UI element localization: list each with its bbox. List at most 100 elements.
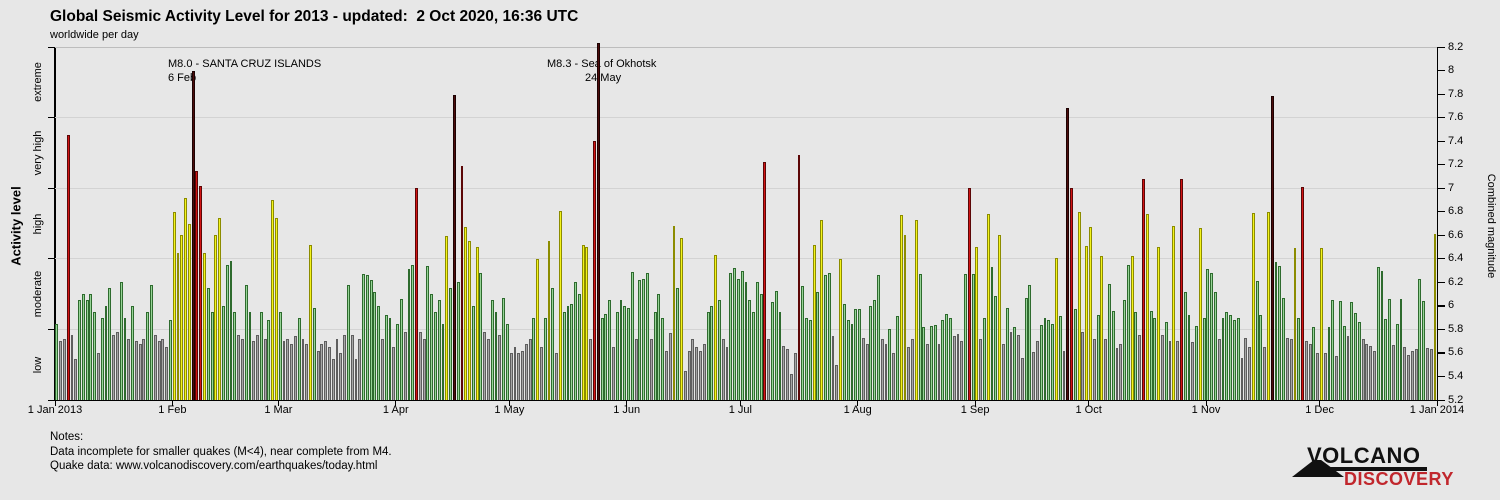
day-bar	[399, 298, 403, 400]
day-bar	[131, 305, 134, 400]
day-bar	[263, 338, 267, 400]
day-bar	[1028, 284, 1032, 400]
day-bar	[1251, 212, 1255, 400]
day-bar	[748, 299, 752, 400]
right-axis-tick-label: 7.4	[1448, 134, 1464, 147]
day-bar	[1104, 338, 1108, 400]
day-bar	[331, 358, 335, 400]
day-bar	[577, 294, 581, 400]
day-bar	[1138, 335, 1142, 400]
day-bar	[1032, 351, 1036, 400]
right-axis-tick	[1438, 375, 1445, 378]
right-axis-tick-label: 7	[1448, 181, 1455, 194]
day-bar	[619, 299, 623, 400]
day-bar	[733, 268, 737, 400]
day-bar	[911, 338, 914, 400]
day-bar	[793, 352, 797, 400]
day-bar	[865, 343, 869, 400]
day-bar	[267, 319, 271, 400]
x-axis-tick-label: 1 Nov	[1191, 404, 1221, 416]
right-axis-tick-label: 8.2	[1448, 40, 1464, 53]
day-bar	[252, 341, 256, 400]
day-bar	[880, 338, 884, 400]
day-bar	[1346, 336, 1350, 400]
x-axis-tick-label: 1 Jun	[613, 404, 641, 416]
day-bar	[1304, 341, 1308, 400]
day-bar	[362, 274, 365, 400]
day-bar	[1198, 228, 1202, 400]
day-bar	[695, 347, 699, 400]
day-bar	[994, 296, 998, 400]
day-bar	[1157, 247, 1161, 400]
day-bar	[642, 278, 646, 400]
activity-level-label: moderate	[32, 270, 44, 318]
day-bar	[767, 338, 771, 400]
day-bar	[986, 214, 990, 400]
day-bar	[225, 264, 229, 400]
day-bar	[1176, 341, 1180, 400]
day-bar	[566, 305, 570, 400]
day-bar	[952, 336, 956, 400]
day-bar	[1070, 188, 1073, 400]
day-bar	[1354, 312, 1357, 400]
day-bar	[1195, 325, 1198, 400]
day-bar	[858, 309, 861, 400]
day-bar	[460, 165, 464, 400]
day-bar	[297, 317, 301, 400]
day-bar	[839, 258, 843, 400]
day-bar	[59, 341, 63, 400]
day-bar	[702, 343, 706, 400]
x-axis-tick	[857, 400, 859, 406]
day-bar	[1282, 297, 1286, 400]
day-bar	[1036, 341, 1039, 400]
day-bar	[1263, 347, 1267, 400]
day-bar	[967, 188, 971, 400]
day-bar	[74, 358, 78, 400]
day-bar	[278, 311, 282, 400]
day-bar	[1206, 269, 1210, 400]
day-bar	[1142, 178, 1145, 400]
day-bar	[1107, 283, 1111, 400]
plot-top-border	[55, 46, 1437, 48]
day-bar	[956, 334, 960, 400]
day-bar	[721, 338, 725, 400]
right-axis-tick	[1438, 117, 1445, 119]
day-bar	[210, 311, 214, 400]
day-bar	[998, 235, 1002, 400]
day-bar	[1422, 301, 1426, 400]
day-bar	[990, 267, 994, 400]
day-bar	[926, 343, 930, 400]
day-bar	[358, 338, 362, 400]
day-bar	[854, 309, 858, 400]
day-bar	[558, 210, 562, 400]
day-bar	[70, 335, 74, 400]
day-bar	[1357, 322, 1361, 400]
day-bar	[873, 299, 877, 400]
right-axis-tick	[1438, 70, 1445, 72]
x-axis-tick	[171, 400, 174, 406]
day-bar	[1039, 324, 1043, 400]
day-bar	[233, 311, 237, 400]
day-bar	[611, 347, 615, 400]
day-bar	[551, 288, 555, 400]
day-bar	[320, 343, 324, 400]
day-bar	[1202, 317, 1206, 400]
day-bar	[1410, 350, 1414, 400]
day-bar	[1081, 331, 1085, 400]
right-axis-tick	[1438, 211, 1445, 213]
day-bar	[623, 305, 627, 400]
day-bar	[221, 305, 225, 400]
day-bar	[184, 197, 187, 400]
day-bar	[505, 323, 509, 400]
day-bar	[812, 244, 816, 400]
day-bar	[786, 349, 790, 400]
day-bar	[835, 364, 839, 400]
day-bar	[498, 335, 502, 400]
activity-level-label: very high	[32, 130, 44, 176]
day-bar	[653, 311, 657, 400]
day-bar	[244, 284, 248, 400]
day-bar	[668, 332, 672, 400]
right-axis-tick-label: 8	[1448, 64, 1455, 77]
x-axis-tick	[277, 400, 280, 406]
right-axis-tick	[1438, 258, 1445, 260]
